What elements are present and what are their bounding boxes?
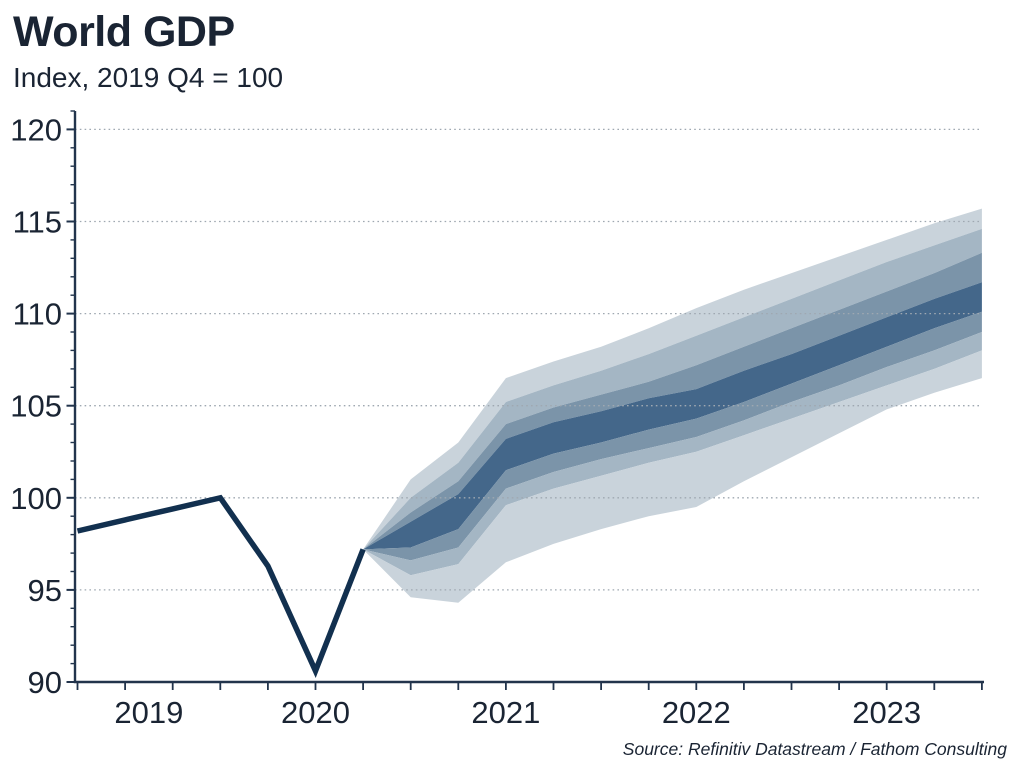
- x-tick-labels: 2019 2020 2021 2022 2023: [114, 695, 921, 730]
- y-tick-label-100: 100: [10, 481, 62, 516]
- y-tick-labels: 90 95 100 105 110 115 120: [10, 112, 62, 700]
- x-tick-label-2020: 2020: [281, 695, 350, 730]
- axes: [73, 111, 984, 684]
- fan-band-0: [363, 208, 982, 550]
- fan-band-6: [363, 350, 982, 603]
- x-tick-label-2021: 2021: [471, 695, 540, 730]
- x-tick-label-2019: 2019: [114, 695, 183, 730]
- x-tick-label-2023: 2023: [852, 695, 921, 730]
- history-line: [76, 494, 366, 678]
- y-tick-label-120: 120: [10, 112, 62, 147]
- y-tick-label-105: 105: [10, 389, 62, 424]
- y-tick-label-95: 95: [28, 573, 62, 608]
- y-tick-label-90: 90: [28, 665, 62, 700]
- fan-band-5: [363, 332, 982, 576]
- x-ticks: [76, 682, 983, 690]
- y-tick-label-110: 110: [13, 297, 62, 332]
- chart-title: World GDP: [13, 8, 235, 56]
- fan-band-4: [363, 311, 982, 561]
- fan-band-1: [363, 228, 982, 550]
- y-tick-label-115: 115: [13, 205, 62, 240]
- fan-bands: [363, 208, 982, 603]
- source-note: Source: Refinitiv Datastream / Fathom Co…: [622, 739, 1007, 759]
- y-ticks: [66, 110, 75, 683]
- chart-subtitle: Index, 2019 Q4 = 100: [13, 62, 284, 93]
- fan-band-2: [363, 252, 982, 550]
- history-line-group: [76, 494, 366, 678]
- x-tick-label-2022: 2022: [662, 695, 731, 730]
- fan-band-3: [363, 282, 982, 550]
